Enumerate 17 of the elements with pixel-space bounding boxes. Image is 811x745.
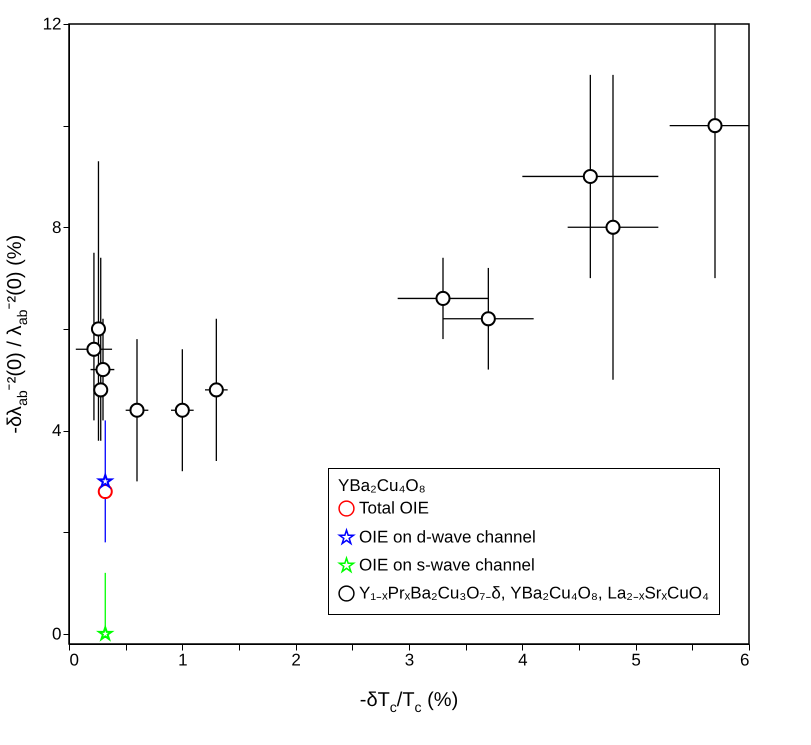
y-tick-label: 8: [52, 218, 62, 237]
x-tick-label: 1: [178, 650, 188, 670]
legend-title: YBa₂Cu₄O₈: [338, 476, 426, 495]
y-tick-label: 12: [42, 14, 62, 34]
y-tick-label: 4: [52, 421, 62, 440]
y-tick-label: 0: [52, 624, 62, 644]
legend-label: Y₁₋ₓPrₓBa₂Cu₃O₇₋δ, YBa₂Cu₄O₈, La₂₋ₓSrₓCuO₄: [359, 584, 709, 602]
x-tick-label: 4: [518, 650, 528, 670]
x-tick-label: 6: [740, 650, 750, 670]
x-tick-label: 0: [70, 650, 79, 670]
legend-label: Total OIE: [359, 498, 429, 518]
legend-label: OIE on d-wave channel: [359, 528, 536, 546]
x-tick-label: 2: [291, 650, 301, 670]
x-tick-label: 3: [404, 650, 414, 670]
legend-label: OIE on s-wave channel: [359, 556, 535, 574]
y-axis-title: -δλab⁻²(0) / λab⁻²(0) (%): [4, 234, 30, 434]
x-tick-label: 5: [631, 650, 641, 670]
